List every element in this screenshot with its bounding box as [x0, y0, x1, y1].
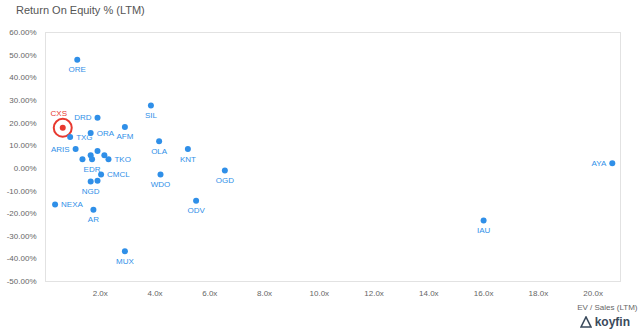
svg-text:ARIS: ARIS [51, 145, 70, 154]
svg-text:8.0x: 8.0x [257, 289, 272, 298]
svg-text:18.0x: 18.0x [529, 289, 549, 298]
svg-text:KNT: KNT [180, 155, 196, 164]
svg-text:AFM: AFM [116, 132, 133, 141]
svg-text:-50.00%: -50.00% [7, 277, 37, 286]
svg-text:30.00%: 30.00% [9, 96, 36, 105]
svg-text:-40.00%: -40.00% [7, 254, 37, 263]
svg-text:CXS: CXS [51, 109, 67, 118]
svg-text:EDR: EDR [84, 165, 101, 174]
svg-text:16.0x: 16.0x [474, 289, 494, 298]
svg-text:-30.00%: -30.00% [7, 232, 37, 241]
svg-text:AR: AR [88, 215, 99, 224]
svg-text:OGD: OGD [216, 176, 234, 185]
svg-text:50.00%: 50.00% [9, 51, 36, 60]
svg-text:ORE: ORE [69, 65, 86, 74]
svg-text:10.0x: 10.0x [310, 289, 330, 298]
html-text:koyfin: koyfin [594, 315, 630, 329]
svg-text:40.00%: 40.00% [9, 73, 36, 82]
svg-text:4.0x: 4.0x [147, 289, 162, 298]
svg-text:DRD: DRD [74, 113, 92, 122]
svg-text:OLA: OLA [151, 147, 168, 156]
svg-text:AYA: AYA [591, 159, 606, 168]
svg-text:IAU: IAU [477, 226, 491, 235]
svg-text:ODV: ODV [187, 206, 205, 215]
svg-text:20.00%: 20.00% [9, 119, 36, 128]
svg-text:10.00%: 10.00% [9, 141, 36, 150]
svg-text:0.00%: 0.00% [14, 164, 37, 173]
svg-text:TXG: TXG [76, 133, 92, 142]
html-text:Return On Equity % (LTM): Return On Equity % (LTM) [16, 4, 145, 16]
svg-text:SIL: SIL [145, 111, 158, 120]
svg-text:-20.00%: -20.00% [7, 209, 37, 218]
svg-text:NEXA: NEXA [61, 200, 83, 209]
svg-text:NGD: NGD [82, 187, 100, 196]
svg-text:CMCL: CMCL [107, 170, 130, 179]
svg-text:20.0x: 20.0x [583, 289, 603, 298]
svg-text:-10.00%: -10.00% [7, 187, 37, 196]
svg-text:6.0x: 6.0x [202, 289, 217, 298]
svg-text:2.0x: 2.0x [93, 289, 108, 298]
svg-text:EV / Sales (LTM): EV / Sales (LTM) [577, 303, 638, 312]
svg-text:14.0x: 14.0x [419, 289, 439, 298]
svg-text:MUX: MUX [116, 257, 134, 266]
svg-text:WDO: WDO [151, 180, 171, 189]
svg-text:TKO: TKO [114, 155, 130, 164]
svg-text:ORA: ORA [97, 129, 115, 138]
svg-text:60.00%: 60.00% [9, 28, 36, 37]
svg-text:12.0x: 12.0x [364, 289, 384, 298]
